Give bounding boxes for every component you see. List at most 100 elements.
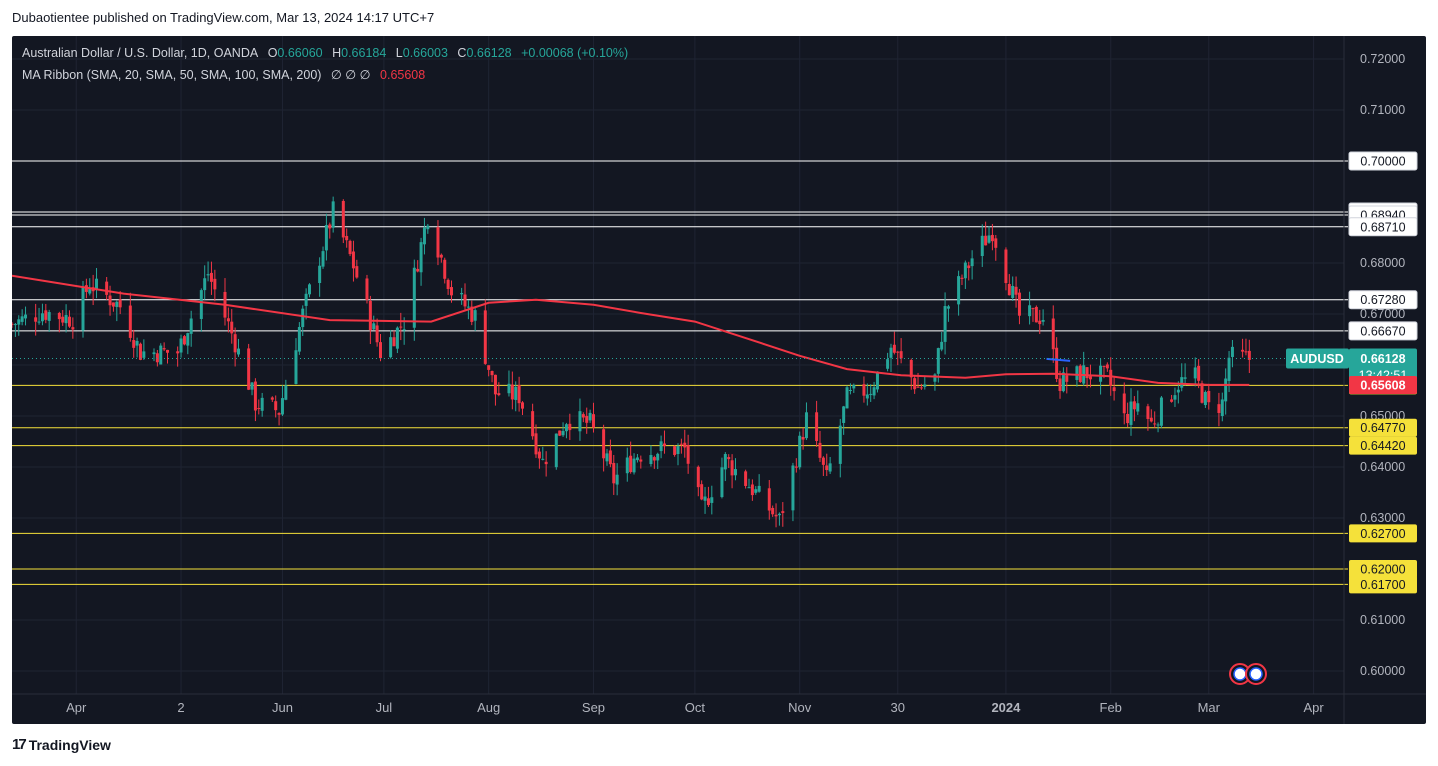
candle-body xyxy=(399,326,403,328)
candle-body xyxy=(1122,393,1126,414)
horizontal-levels xyxy=(12,160,1348,585)
candle-body xyxy=(520,402,524,409)
candle-body xyxy=(514,386,518,400)
candle-body xyxy=(318,265,322,284)
candle-body xyxy=(446,279,450,289)
candle-body xyxy=(815,412,819,441)
indicator-name: MA Ribbon (SMA, 20, SMA, 50, SMA, 100, S… xyxy=(22,68,322,82)
candle-body xyxy=(128,305,132,338)
yellow-level-label: 0.61700 xyxy=(1360,578,1405,592)
candle-body xyxy=(1088,376,1092,380)
candle-body xyxy=(176,351,180,354)
candle-body xyxy=(798,435,802,468)
candle-body xyxy=(568,423,572,431)
candle-body xyxy=(872,387,876,396)
white-level-label: 0.66670 xyxy=(1360,324,1405,338)
candle-body xyxy=(554,433,558,468)
candle-body xyxy=(892,344,896,353)
candle-body xyxy=(990,234,994,242)
candle-body xyxy=(64,315,68,324)
grid-lines xyxy=(12,36,1344,694)
time-tick-label: Nov xyxy=(788,700,812,715)
candle-body xyxy=(632,458,636,473)
candle-body xyxy=(237,348,241,355)
candle-body xyxy=(757,485,761,492)
candle-body xyxy=(324,225,328,251)
candle-body xyxy=(534,433,538,455)
candle-body xyxy=(774,514,778,517)
candle-body xyxy=(331,201,335,228)
time-tick-label: 2 xyxy=(177,700,184,715)
candle-body xyxy=(226,318,230,322)
symbol-name: Australian Dollar / U.S. Dollar, 1D, OAN… xyxy=(22,46,259,60)
candle-body xyxy=(1244,351,1248,353)
candle-body xyxy=(1055,347,1059,379)
legend-row-symbol[interactable]: Australian Dollar / U.S. Dollar, 1D, OAN… xyxy=(22,42,630,64)
candle-body xyxy=(341,200,345,238)
candle-body xyxy=(463,294,467,307)
candle-body xyxy=(402,329,406,331)
candle-body xyxy=(230,321,234,334)
candle-body xyxy=(744,471,748,486)
candle-body xyxy=(277,413,281,415)
candle-body xyxy=(108,295,112,306)
candle-body xyxy=(439,254,443,258)
candle-body xyxy=(940,341,944,350)
candle-body xyxy=(862,384,866,396)
yellow-level-tag xyxy=(1349,436,1417,455)
candle-body xyxy=(351,251,355,269)
candle-body xyxy=(1149,417,1153,422)
candle-body xyxy=(1004,249,1008,284)
candle-body xyxy=(1038,320,1042,325)
candle-body xyxy=(12,323,14,325)
candle-body xyxy=(328,224,332,229)
candle-body xyxy=(1007,284,1011,296)
white-level-tag xyxy=(1348,321,1418,341)
candle-body xyxy=(605,453,609,462)
price-chart[interactable]: 0.720000.710000.700000.690000.680000.670… xyxy=(12,36,1426,724)
candle-body xyxy=(869,393,873,395)
candle-body xyxy=(67,316,71,327)
candle-body xyxy=(791,465,795,511)
candle-body xyxy=(507,383,511,394)
candle-body xyxy=(913,378,917,390)
candle-body xyxy=(20,316,24,322)
candle-body xyxy=(105,281,109,295)
candle-body xyxy=(923,384,927,387)
candle-body xyxy=(284,385,288,400)
candle-body xyxy=(946,306,950,309)
candle-body xyxy=(652,457,656,461)
candle-body xyxy=(1153,423,1157,425)
candle-body xyxy=(629,455,633,473)
candle-body xyxy=(280,398,284,415)
candle-body xyxy=(162,348,166,350)
candle-body xyxy=(1099,365,1103,382)
candle-body xyxy=(706,498,710,506)
candle-body xyxy=(804,412,808,439)
price-tick-label: 0.71000 xyxy=(1360,103,1405,117)
candle-body xyxy=(561,431,565,436)
time-tick-label: 30 xyxy=(891,700,905,715)
candle-body xyxy=(838,425,842,464)
candle-body xyxy=(189,318,193,334)
candle-body xyxy=(517,384,521,404)
candle-body xyxy=(1247,350,1251,360)
candle-body xyxy=(1183,377,1187,379)
candle-body xyxy=(118,299,122,308)
price-tick-label: 0.60000 xyxy=(1360,664,1405,678)
candle-body xyxy=(209,272,213,282)
ma-value-label: 0.65608 xyxy=(1360,378,1405,392)
legend-row-indicator[interactable]: MA Ribbon (SMA, 20, SMA, 50, SMA, 100, S… xyxy=(22,64,630,86)
candle-body xyxy=(57,312,61,320)
white-level-label: 0.68710 xyxy=(1360,220,1405,234)
time-tick-label: Oct xyxy=(685,700,706,715)
candle-body xyxy=(203,278,207,291)
candle-body xyxy=(1197,365,1201,381)
candle-body xyxy=(842,406,846,423)
candle-body xyxy=(483,310,487,364)
candle-body xyxy=(142,351,146,358)
time-tick-label: Apr xyxy=(1303,700,1324,715)
candle-body xyxy=(213,278,217,290)
yellow-level-tag xyxy=(1349,418,1417,437)
candle-body xyxy=(1051,318,1055,350)
